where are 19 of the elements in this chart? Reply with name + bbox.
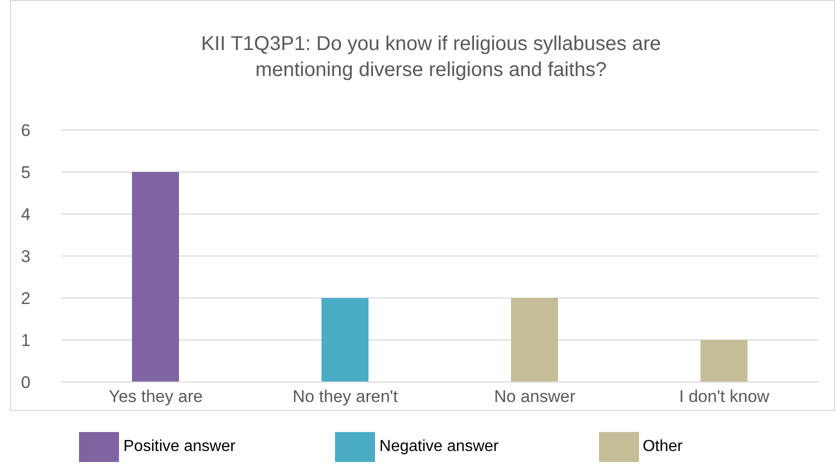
legend-label: Negative answer xyxy=(379,438,499,456)
bar xyxy=(322,298,368,382)
legend-label: Positive answer xyxy=(123,438,236,456)
y-tick-label: 6 xyxy=(21,121,30,140)
x-tick-label: I don't know xyxy=(679,387,770,406)
x-tick-label: No answer xyxy=(494,387,576,406)
y-tick-label: 1 xyxy=(21,331,30,350)
x-tick-label: Yes they are xyxy=(108,387,203,406)
y-tick-label: 0 xyxy=(21,373,30,392)
y-tick-label: 5 xyxy=(21,163,30,182)
y-tick-label: 4 xyxy=(21,205,30,224)
y-tick-label: 2 xyxy=(21,289,30,308)
y-tick-label: 3 xyxy=(21,247,30,266)
bar xyxy=(700,340,748,382)
bar xyxy=(511,298,558,382)
bar xyxy=(132,172,179,382)
chart-title: KII T1Q3P1: Do you know if religious syllabuses are mentioning diverse religions and faiths? xyxy=(200,32,662,83)
x-tick-label: No they aren't xyxy=(292,387,398,406)
legend-label: Other xyxy=(642,438,683,456)
